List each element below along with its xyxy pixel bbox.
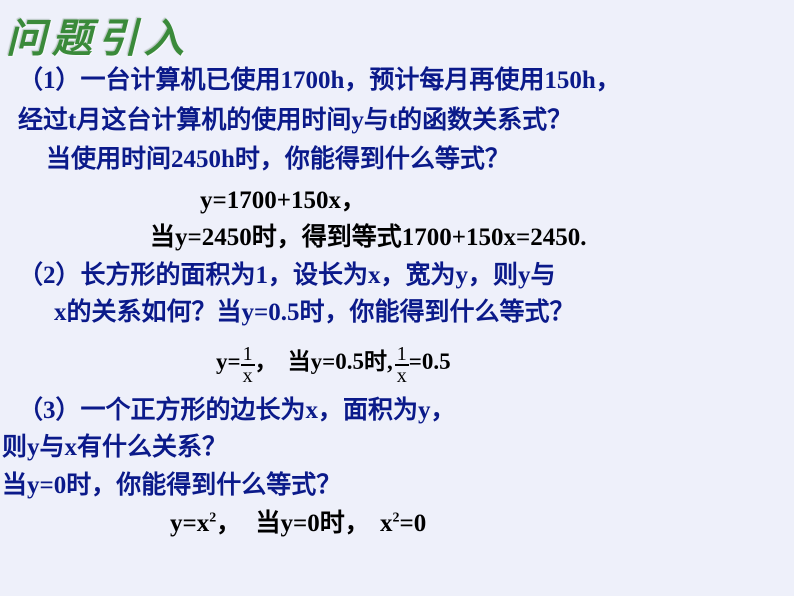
answer-3-part-a: y=x (170, 510, 209, 537)
answer-3-part-b: ， (216, 510, 241, 537)
fraction-2-denominator: x (395, 364, 409, 386)
section-title: 问题引入 (0, 0, 794, 64)
problem-1-line-3: 当使用时间2450h时，你能得到什么等式？ (46, 141, 794, 179)
fraction-2-numerator: 1 (395, 344, 409, 364)
problem-3-line-2: 则y与x有什么关系？ (2, 429, 794, 467)
problem-3-line-3: 当y=0时，你能得到什么等式？ (2, 467, 794, 505)
answer-2-fraction-2: 1x (395, 344, 409, 386)
answer-1-line-1: y=1700+150x， (200, 183, 794, 218)
answer-3-sup-2: 2 (393, 511, 400, 526)
problem-1-line-2: 经过t月这台计算机的使用时间y与t的函数关系式？ (18, 102, 794, 140)
answer-2-post: =0.5 (409, 349, 451, 374)
answer-2-mid2: 当y=0.5时, (288, 349, 393, 374)
answer-2-mid1: ， (255, 349, 278, 374)
problem-1-line-1: （1）一台计算机已使用1700h，预计每月再使用150h， (18, 62, 794, 100)
problem-2-line-2: x的关系如何？当y=0.5时，你能得到什么等式？ (54, 294, 794, 332)
answer-2-prefix: y= (216, 349, 241, 374)
answer-3-part-d: x (380, 510, 393, 537)
answer-2-fraction-1: 1x (241, 344, 255, 386)
problem-3-line-1: （3）一个正方形的边长为x，面积为y， (18, 392, 794, 430)
answer-3-part-c: 当y=0时， (256, 510, 370, 537)
answer-3: y=x2， 当y=0时， x2=0 (170, 506, 794, 541)
problem-2-line-1: （2）长方形的面积为1，设长为x，宽为y，则y与 (18, 257, 794, 295)
fraction-1-numerator: 1 (241, 344, 255, 364)
fraction-1-denominator: x (241, 364, 255, 386)
answer-1-line-2: 当y=2450时，得到等式1700+150x=2450. (150, 220, 794, 255)
answer-3-part-e: =0 (400, 510, 427, 537)
answer-2: y=1x， 当y=0.5时,1x=0.5 (216, 342, 794, 390)
